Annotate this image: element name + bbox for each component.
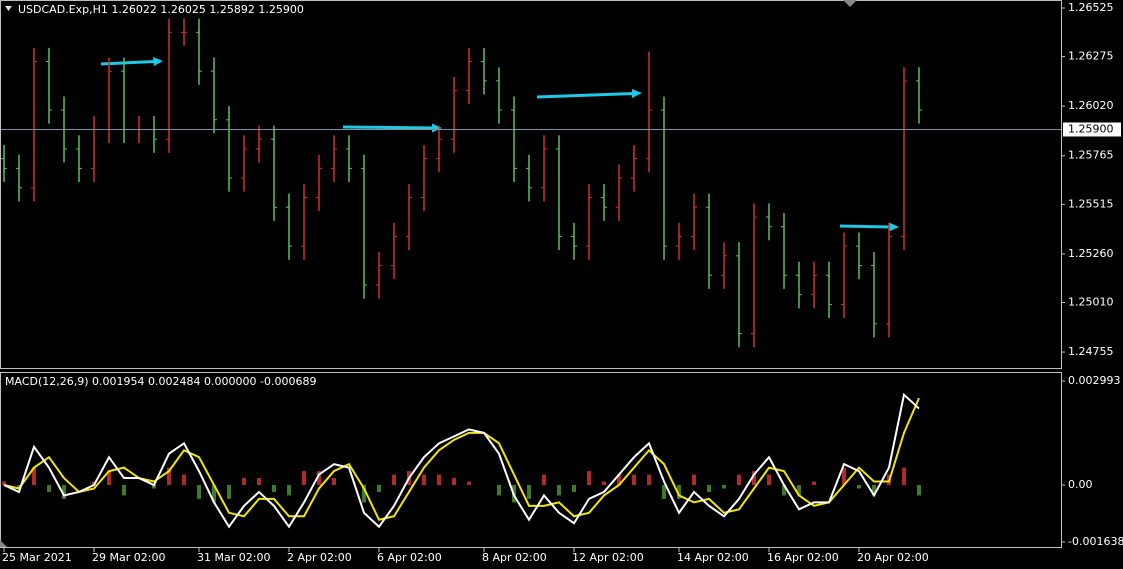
x-tick-label: 20 Apr 02:00	[857, 551, 929, 564]
macd-panel	[0, 372, 1062, 548]
price-title: USDCAD.Exp,H1 1.26022 1.26025 1.25892 1.…	[18, 3, 304, 16]
corner-marker	[0, 540, 7, 547]
histogram-bar	[242, 478, 246, 486]
y-tick-label: 1.25010	[1068, 295, 1114, 308]
histogram-bar	[362, 485, 366, 503]
histogram-bar	[632, 474, 636, 486]
macd-title: MACD(12,26,9) 0.001954 0.002484 0.000000…	[5, 375, 316, 388]
price-panel	[0, 0, 1062, 369]
menu-triangle[interactable]	[5, 6, 12, 11]
y-tick-label: -0.001638	[1068, 535, 1123, 548]
histogram-bar	[692, 474, 696, 486]
x-tick-label: 6 Apr 02:00	[377, 551, 442, 564]
arrow-head	[153, 57, 163, 66]
y-tick-label: 1.26020	[1068, 99, 1114, 112]
arrow-head	[432, 123, 442, 133]
histogram-bar	[392, 474, 396, 486]
arrows	[100, 57, 899, 232]
histogram-bar	[2, 481, 6, 486]
x-tick-label: 25 Mar 2021	[2, 551, 72, 564]
histogram-bar	[767, 474, 771, 486]
arrow	[100, 60, 156, 66]
histogram-bar	[497, 485, 501, 496]
histogram-bar	[857, 485, 861, 489]
histogram-bar	[557, 485, 561, 496]
histogram-bar	[527, 485, 531, 499]
histogram-bar	[212, 485, 216, 503]
histogram-bar	[662, 485, 666, 499]
x-tick-label: 12 Apr 02:00	[572, 551, 644, 564]
arrow	[839, 224, 892, 229]
histogram-bar	[287, 485, 291, 496]
histogram-bar	[677, 485, 681, 499]
y-tick-label: 1.25765	[1068, 149, 1114, 162]
histogram-bar	[917, 485, 921, 496]
x-tick-label: 8 Apr 02:00	[482, 551, 547, 564]
histogram-bar	[797, 485, 801, 496]
histogram-bar	[812, 481, 816, 486]
histogram-bar	[257, 478, 261, 486]
histogram-bar	[47, 485, 51, 492]
signal-line	[3, 397, 920, 521]
histogram-bar	[542, 474, 546, 486]
histogram-bar	[122, 485, 126, 496]
histogram-bar	[467, 481, 471, 486]
arrow	[342, 125, 435, 130]
histogram-bar	[182, 474, 186, 486]
macd-line	[3, 392, 920, 529]
histogram-bar	[377, 485, 381, 492]
histogram-bar	[167, 467, 171, 486]
arrow-head	[889, 222, 899, 232]
histogram-bar	[302, 471, 306, 486]
histogram-bar	[572, 485, 576, 492]
histogram-bar	[452, 478, 456, 486]
histogram-bar	[737, 474, 741, 486]
histogram-bar	[62, 485, 66, 499]
histogram-bar	[197, 485, 201, 499]
histogram-bar	[272, 485, 276, 492]
x-tick-label: 14 Apr 02:00	[677, 551, 749, 564]
histogram-bar	[332, 478, 336, 486]
histogram-bar	[317, 471, 321, 486]
arrow	[536, 92, 635, 99]
histogram-bar	[587, 471, 591, 486]
histogram-bar	[602, 481, 606, 486]
histogram-bar	[617, 474, 621, 486]
y-tick-label: 1.26525	[1068, 1, 1114, 14]
shift-marker	[843, 0, 857, 7]
current-price-label: 1.25900	[1068, 122, 1114, 135]
histogram-bar	[902, 467, 906, 486]
histogram-bar	[107, 471, 111, 486]
y-tick-label: 1.24755	[1068, 345, 1114, 358]
x-tick-label: 31 Mar 02:00	[197, 551, 270, 564]
y-tick-label: 0.002993	[1068, 374, 1121, 387]
histogram-bar	[842, 467, 846, 486]
histogram-bar	[752, 471, 756, 486]
histogram-bar	[152, 485, 156, 489]
histogram-bar	[32, 467, 36, 486]
histogram-bar	[17, 485, 21, 489]
x-tick-label: 29 Mar 02:00	[92, 551, 165, 564]
y-tick-label: 0.00	[1068, 478, 1093, 491]
histogram-bar	[422, 474, 426, 486]
histogram-bar	[707, 485, 711, 492]
histogram-bar	[227, 485, 231, 499]
y-tick-label: 1.25515	[1068, 197, 1114, 210]
y-tick-label: 1.26275	[1068, 50, 1114, 63]
x-tick-label: 2 Apr 02:00	[287, 551, 352, 564]
arrow-head	[632, 89, 642, 98]
histogram-bar	[647, 474, 651, 486]
histogram-bar	[782, 485, 786, 496]
y-tick-label: 1.25260	[1068, 247, 1114, 260]
current-price-box	[1063, 122, 1121, 137]
histogram-bar	[722, 485, 726, 489]
histogram-bar	[872, 485, 876, 496]
histogram-bar	[437, 474, 441, 486]
x-tick-label: 16 Apr 02:00	[767, 551, 839, 564]
